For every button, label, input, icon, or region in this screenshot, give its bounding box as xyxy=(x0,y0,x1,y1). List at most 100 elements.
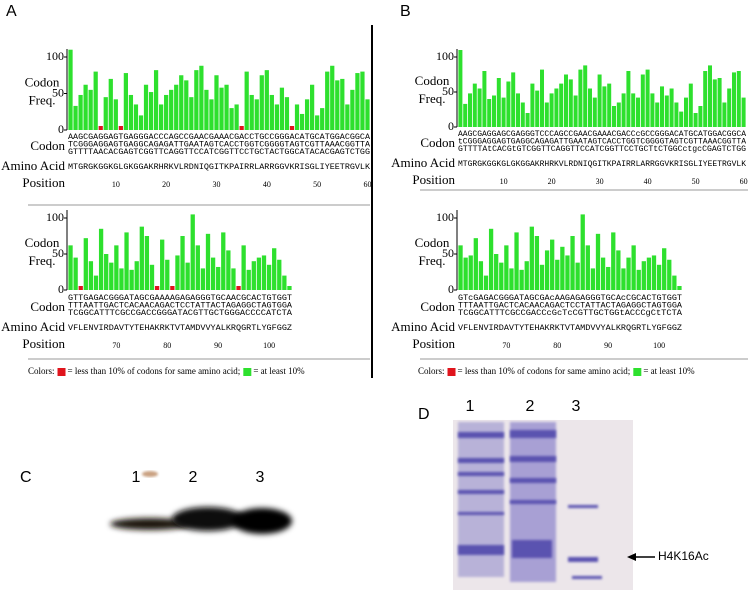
y-tick-label: 100 xyxy=(46,49,64,63)
bar xyxy=(525,113,530,127)
y-tick-label: 50 xyxy=(52,246,64,260)
bar xyxy=(159,104,164,130)
bar xyxy=(519,269,524,290)
lane-label: 2 xyxy=(526,398,535,415)
bar xyxy=(165,259,170,290)
bar xyxy=(229,108,234,130)
codon-row: GTcGAGACGGGATAGCGAcAAGAGAGGGTGCAcCGCACTG… xyxy=(458,294,682,303)
bar xyxy=(504,245,509,290)
bar xyxy=(360,71,365,130)
codon-row: GTTGAGACGGGATAGCGAAAAGAGAGGGTGCAACGCACTG… xyxy=(68,294,292,303)
bar xyxy=(534,236,540,290)
x-tick-label: 70 xyxy=(502,341,510,350)
codon-row: TTTAATTGACTCACAACAGACTCCTATTACTAGAGGCTAG… xyxy=(458,302,682,311)
y-axis-label: Freq. xyxy=(28,92,55,107)
lane-label: 2 xyxy=(189,469,198,486)
x-tick-label: 60 xyxy=(363,180,371,189)
bar xyxy=(93,275,99,290)
bar xyxy=(123,73,128,130)
y-axis-label: Freq. xyxy=(418,91,445,106)
bar xyxy=(73,257,78,290)
codon-row: TCGGGAGGAGTGAGGCAGAGATTGAATAGTCACCTGGTCG… xyxy=(68,141,370,150)
bar xyxy=(103,97,108,130)
bar xyxy=(626,257,631,290)
bar xyxy=(180,236,185,290)
bar xyxy=(169,89,174,130)
bar xyxy=(651,255,657,290)
bar xyxy=(190,214,195,290)
codon-row: GTTTTAtCACGtGTCGGTTCAGGTTCCATCGGTTCCTGCT… xyxy=(458,145,746,154)
bar xyxy=(549,93,554,127)
bar xyxy=(83,238,88,290)
bar xyxy=(256,257,262,290)
y-axis-label: Codon xyxy=(25,74,60,89)
bar xyxy=(185,262,190,290)
bar xyxy=(138,115,144,130)
arrow-head xyxy=(627,553,636,561)
panel-label: C xyxy=(20,469,32,486)
codon-row: TTTAATTGACTCACAACAGACTCCTATTACTAGAGGCTAG… xyxy=(68,302,292,311)
bar xyxy=(284,97,290,130)
bar xyxy=(529,226,534,290)
bar xyxy=(259,75,264,130)
bar xyxy=(662,248,667,290)
bar xyxy=(124,232,129,290)
y-tick-label: 50 xyxy=(52,85,64,99)
legend-label: = less than 10% of codons for same amino… xyxy=(68,366,241,376)
bar xyxy=(650,93,655,127)
bar xyxy=(550,239,555,290)
y-tick-label: 100 xyxy=(436,210,454,224)
bar xyxy=(597,74,602,127)
bar xyxy=(712,79,717,127)
panel-label: B xyxy=(400,3,411,20)
bar xyxy=(494,254,499,290)
bar xyxy=(509,268,514,290)
y-axis-label: Freq. xyxy=(418,253,445,268)
bar xyxy=(73,105,78,130)
bar xyxy=(565,255,570,290)
bar xyxy=(641,261,646,290)
bar xyxy=(607,83,612,127)
x-tick-label: 20 xyxy=(162,180,170,189)
bar xyxy=(109,262,114,290)
bar xyxy=(511,72,516,127)
bar xyxy=(134,261,139,290)
codon-row: TCGGCATTTCGCCGACCGGGATACGTTGCTGGGACCCCAT… xyxy=(68,309,292,318)
row-label: Codon xyxy=(30,299,65,314)
bar xyxy=(578,69,583,127)
bar xyxy=(104,254,109,290)
bar xyxy=(153,70,159,130)
bar xyxy=(570,236,575,290)
row-label: Position xyxy=(22,336,65,351)
bar xyxy=(544,250,550,290)
bar xyxy=(669,88,674,127)
bar xyxy=(677,286,682,290)
bar xyxy=(655,102,660,127)
bar xyxy=(144,236,150,290)
bar xyxy=(646,257,652,290)
bar xyxy=(499,262,504,290)
bar xyxy=(645,69,650,127)
legend-prefix: Colors: xyxy=(28,366,55,376)
bar xyxy=(636,97,640,127)
legend-swatch xyxy=(633,368,642,376)
bar xyxy=(129,269,134,290)
y-axis-label: Codon xyxy=(415,235,450,250)
x-tick-label: 70 xyxy=(112,341,120,350)
y-tick-label: 100 xyxy=(46,210,64,224)
bar xyxy=(139,226,144,290)
bar xyxy=(573,95,578,127)
bar xyxy=(588,88,592,127)
bar xyxy=(664,95,669,127)
bar xyxy=(98,228,104,290)
bar xyxy=(310,84,315,130)
row-label: Amino Acid xyxy=(1,158,65,173)
bar xyxy=(595,233,601,290)
bar xyxy=(583,65,588,127)
x-tick-label: 90 xyxy=(214,341,222,350)
bar xyxy=(636,269,641,290)
bar xyxy=(214,75,219,130)
x-tick-label: 50 xyxy=(692,177,700,186)
bar xyxy=(463,103,468,127)
row-label: Amino Acid xyxy=(391,319,455,334)
